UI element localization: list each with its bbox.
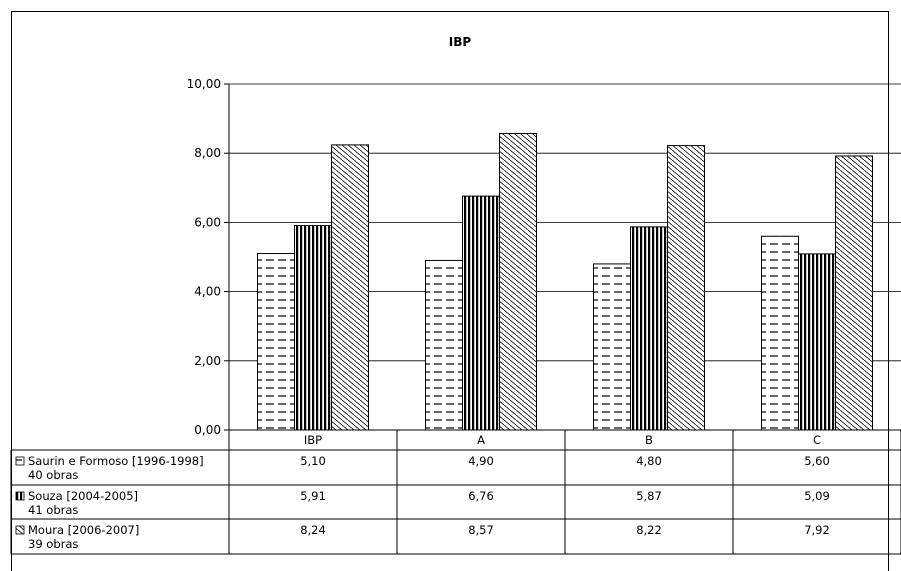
category-label: A — [477, 433, 485, 447]
data-cell: 5,91 — [300, 489, 326, 503]
data-cell: 6,76 — [468, 489, 494, 503]
bar-0-2 — [593, 263, 631, 431]
data-cell: 8,22 — [636, 523, 662, 537]
legend-sublabel: 41 obras — [28, 503, 78, 517]
data-cell: 5,10 — [300, 454, 326, 468]
chart-frame — [11, 11, 889, 571]
bar-1-0 — [294, 225, 332, 431]
bar-1-2 — [630, 226, 668, 431]
y-tick-label: 4,00 — [194, 285, 221, 299]
data-table: IBP A B C Saurin e Formoso [1996-1998]40 obr… — [10, 429, 901, 555]
category-label: C — [813, 433, 821, 447]
y-tick-label: 0,00 — [194, 423, 221, 437]
bar-0-3 — [761, 235, 799, 431]
data-cell: 5,60 — [804, 454, 830, 468]
y-tick-label: 2,00 — [194, 354, 221, 368]
bar-1-1 — [462, 195, 500, 431]
legend-sublabel: 40 obras — [28, 468, 78, 482]
bar-1-3 — [798, 253, 836, 431]
legend-sublabel: 39 obras — [28, 537, 78, 551]
legend-label: Souza [2004-2005] — [28, 489, 138, 503]
y-tick-label: 10,00 — [187, 77, 221, 91]
bar-0-0 — [257, 253, 295, 431]
chart-title: IBP — [449, 35, 472, 49]
bar-2-3 — [835, 155, 873, 431]
legend-key — [15, 491, 25, 501]
bar-0-1 — [425, 259, 463, 431]
y-axis: 0,00 2,00 4,00 6,00 8,00 10,00 — [187, 77, 230, 437]
legend-label: Saurin e Formoso [1996-1998] — [28, 454, 204, 468]
legend-key — [15, 525, 25, 535]
y-tick-label: 6,00 — [194, 215, 221, 229]
data-cell: 4,80 — [636, 454, 662, 468]
legend-key — [15, 456, 25, 466]
data-cell: 5,87 — [636, 489, 662, 503]
data-cell: 8,24 — [300, 523, 326, 537]
y-tick-label: 8,00 — [194, 146, 221, 160]
data-cell: 5,09 — [804, 489, 830, 503]
data-cell: 8,57 — [468, 523, 494, 537]
bar-2-1 — [499, 132, 537, 431]
bar-2-2 — [667, 145, 705, 431]
bar-2-0 — [331, 144, 369, 431]
category-label: IBP — [304, 433, 322, 447]
bars — [257, 132, 873, 431]
data-cell: 7,92 — [804, 523, 830, 537]
category-label: B — [645, 433, 653, 447]
legend-label: Moura [2006-2007] — [28, 523, 139, 537]
data-cell: 4,90 — [468, 454, 494, 468]
